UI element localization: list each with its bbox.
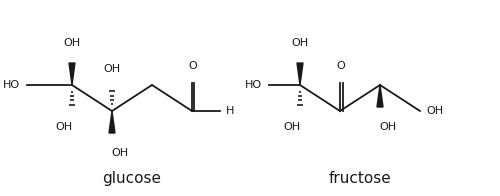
- Text: OH: OH: [64, 38, 80, 48]
- Polygon shape: [297, 63, 303, 85]
- Text: OH: OH: [380, 122, 396, 132]
- Text: H: H: [226, 106, 234, 116]
- Text: OH: OH: [284, 122, 300, 132]
- Polygon shape: [109, 111, 115, 133]
- Text: HO: HO: [3, 80, 20, 90]
- Text: O: O: [188, 61, 198, 71]
- Text: HO: HO: [245, 80, 262, 90]
- Text: OH: OH: [56, 122, 72, 132]
- Text: OH: OH: [104, 64, 120, 74]
- Text: glucose: glucose: [102, 171, 162, 186]
- Text: OH: OH: [292, 38, 308, 48]
- Polygon shape: [69, 63, 75, 85]
- Text: OH: OH: [426, 106, 443, 116]
- Text: fructose: fructose: [328, 171, 392, 186]
- Text: O: O: [336, 61, 345, 71]
- Polygon shape: [377, 85, 383, 107]
- Text: OH: OH: [112, 148, 128, 158]
